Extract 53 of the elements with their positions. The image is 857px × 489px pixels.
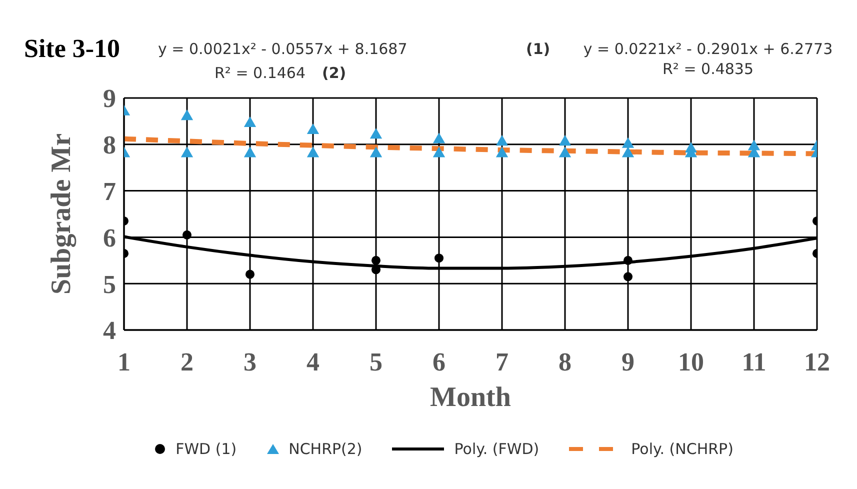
x-tick-label: 8	[558, 347, 572, 376]
point	[623, 256, 633, 265]
point	[432, 146, 446, 158]
y-tick-label: 8	[103, 130, 116, 160]
legend-label: Poly. (FWD)	[454, 440, 540, 458]
point	[622, 137, 634, 148]
point	[244, 116, 256, 128]
x-tick-label: 3	[244, 347, 256, 376]
point	[558, 135, 572, 146]
point	[558, 146, 572, 158]
x-tick-label: 2	[180, 347, 194, 376]
point	[180, 146, 194, 158]
y-tick-label: 6	[103, 223, 116, 252]
point	[182, 230, 192, 240]
point	[306, 123, 320, 134]
point	[370, 146, 382, 158]
legend-label: NCHRP(2)	[288, 440, 362, 458]
text: y = 0.0221x² - 0.2901x + 6.2773	[583, 40, 833, 58]
x-tick-label: 9	[622, 347, 634, 376]
y-tick-label: 7	[103, 177, 116, 206]
point	[496, 135, 508, 146]
y-tick-label: 9	[103, 84, 116, 114]
y-tick-label: 5	[103, 270, 116, 299]
point	[432, 132, 446, 144]
text: R² = 0.1464	[214, 64, 306, 82]
x-tick-label: 1	[118, 347, 130, 376]
x-tick-label: 4	[306, 347, 320, 376]
point	[370, 128, 382, 139]
y-axis-title: Subgrade Mr	[46, 134, 77, 294]
legend-label: Poly. (NCHRP)	[631, 440, 734, 458]
y-tick-label: 4	[103, 316, 116, 346]
x-tick-label: 10	[678, 347, 704, 376]
x-axis-title: Month	[430, 382, 512, 413]
legend-label: FWD (1)	[176, 440, 237, 458]
text: (1)	[526, 40, 550, 58]
x-tick-label: 11	[742, 347, 766, 376]
x-tick-label: 5	[370, 347, 382, 376]
point	[371, 256, 381, 265]
point	[622, 146, 634, 158]
point	[245, 270, 255, 279]
x-tick-label: 7	[496, 347, 508, 376]
text: R² = 0.4835	[662, 60, 754, 78]
point	[434, 254, 444, 263]
text: y = 0.0021x² - 0.0557x + 8.1687	[158, 40, 408, 58]
chart-title: Site 3-10	[24, 34, 120, 64]
point	[623, 272, 633, 282]
point	[180, 110, 194, 120]
point	[306, 146, 320, 158]
text: (2)	[322, 64, 346, 82]
point	[496, 146, 508, 158]
x-tick-label: 12	[804, 347, 830, 376]
x-tick-label: 6	[432, 347, 446, 376]
point	[244, 146, 256, 158]
